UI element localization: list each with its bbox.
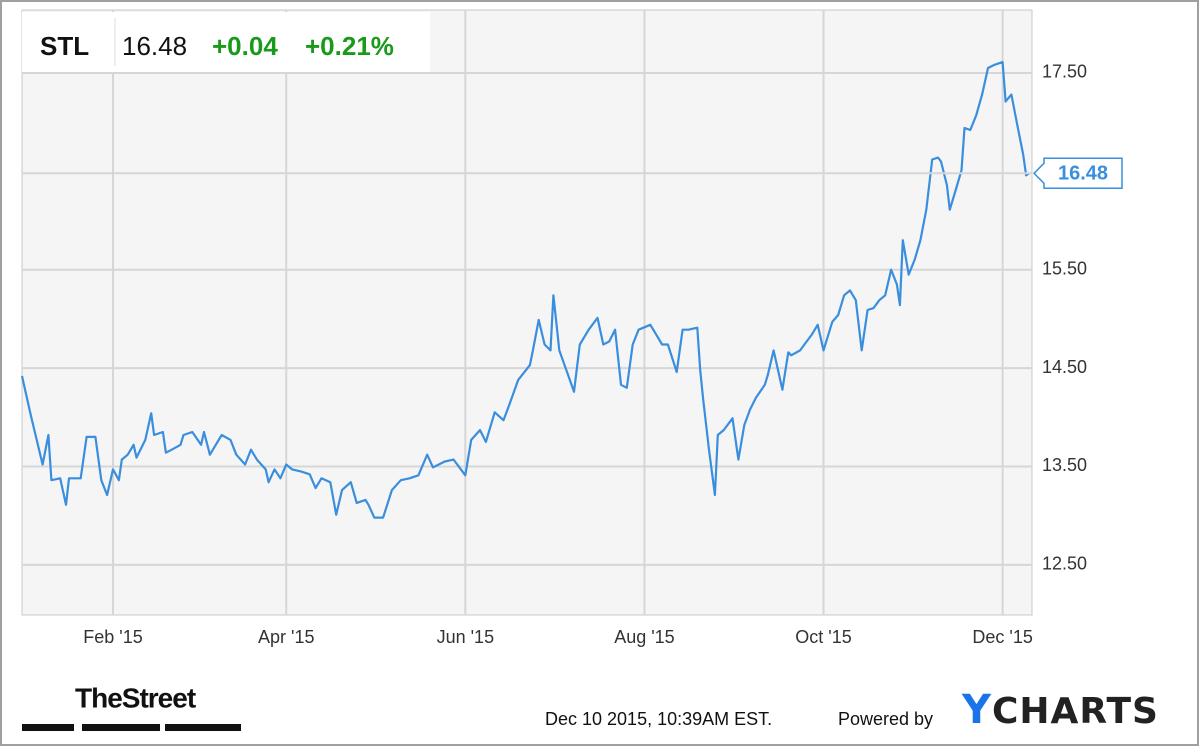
logo-bar [165, 724, 241, 731]
quote-price: 16.48 [122, 31, 187, 61]
series [20, 61, 1030, 519]
x-tick-label: Dec '15 [972, 627, 1032, 647]
x-tick-label: Jun '15 [437, 627, 494, 647]
publisher-logo: TheStreet [75, 682, 196, 713]
x-tick-label: Apr '15 [258, 627, 314, 647]
x-tick-label: Feb '15 [83, 627, 142, 647]
x-tick-label: Oct '15 [795, 627, 851, 647]
logo-bar [22, 724, 74, 731]
last-value-tag [1032, 157, 1123, 190]
y-tick-label: 17.50 [1042, 62, 1087, 82]
x-tick-label: Aug '15 [614, 627, 675, 647]
plot-area [21, 9, 1033, 616]
logo-bar [82, 724, 160, 731]
powered-by: Powered by [838, 709, 933, 729]
quote-change-percent: +0.21% [305, 31, 394, 61]
grid [22, 10, 1032, 615]
y-tick-label: 13.50 [1042, 455, 1087, 475]
y-tick-label: 14.50 [1042, 357, 1087, 377]
quote-change: +0.04 [212, 31, 278, 61]
y-tick-label: 12.50 [1042, 554, 1087, 574]
last-value-label: 16.48 [1058, 163, 1108, 185]
timestamp: Dec 10 2015, 10:39AM EST. [545, 709, 772, 729]
brand-logo: YCHARTS [962, 687, 1159, 733]
quote-symbol: STL [40, 31, 89, 61]
y-tick-label: 15.50 [1042, 258, 1087, 278]
price-line [20, 61, 1030, 519]
quote-box [22, 12, 430, 72]
